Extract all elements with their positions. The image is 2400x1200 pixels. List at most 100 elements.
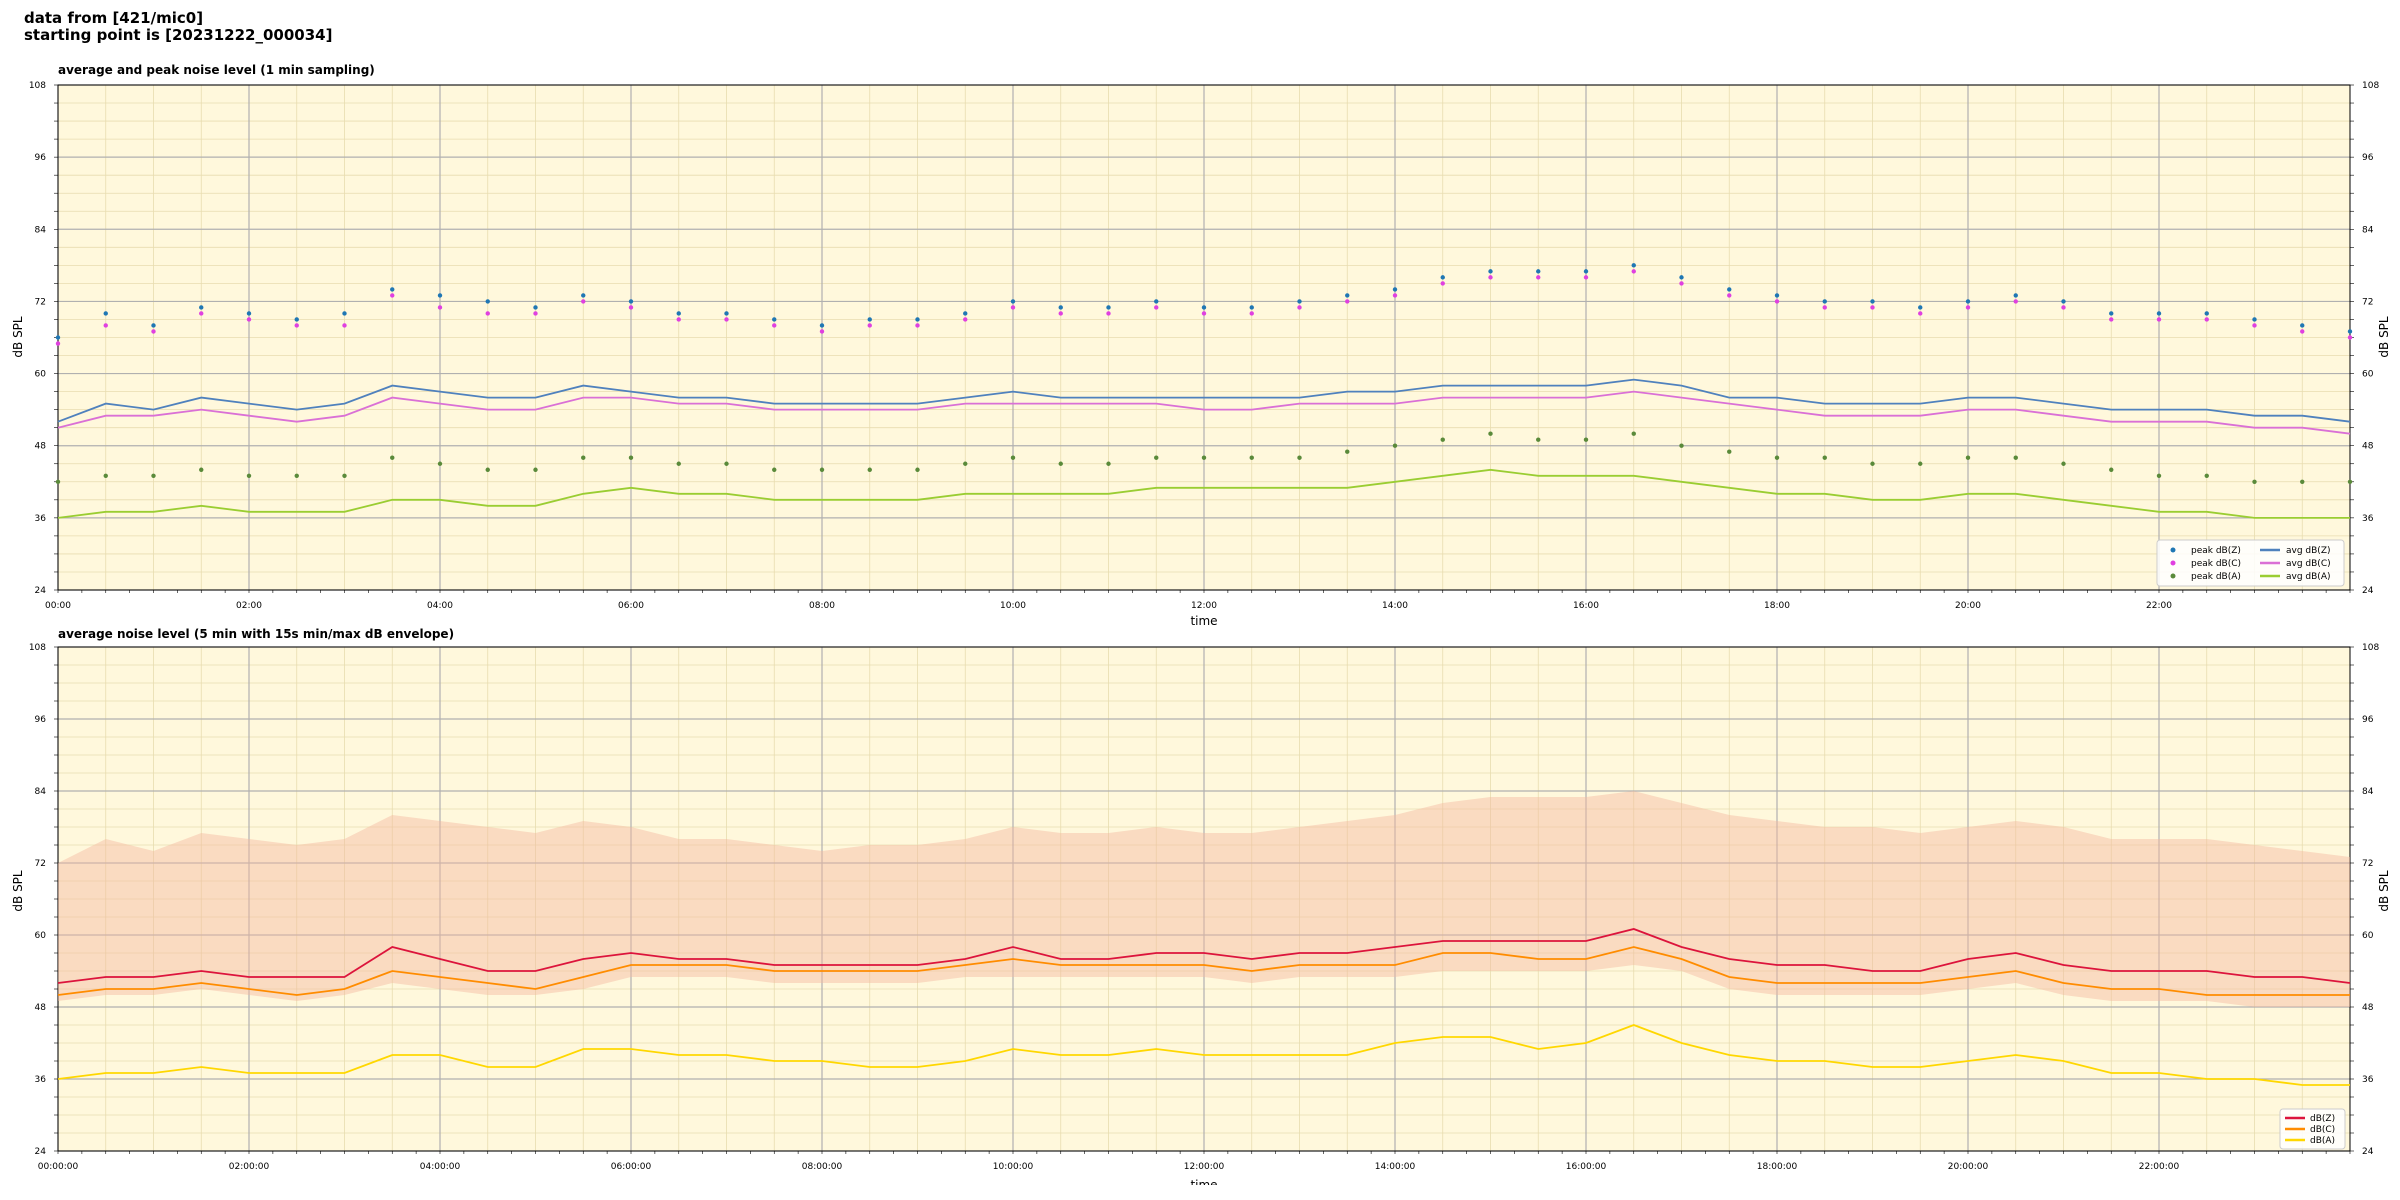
y-axis-label-right: dB SPL [2377,870,2391,912]
peak-point [1679,281,1684,286]
y-tick-label: 96 [2362,153,2374,163]
y-tick-label: 24 [35,586,47,596]
legend-label: dB(Z) [2310,1114,2335,1124]
peak-point [628,455,634,460]
peak-point [1345,293,1350,298]
y-tick-label: 48 [35,1003,47,1013]
peak-point [199,467,204,472]
peak-point [581,299,586,304]
peak-point [246,317,252,322]
x-tick-label: 08:00:00 [802,1162,843,1172]
series-line [57,928,2351,984]
peak-point [1392,443,1398,448]
peak-point [55,479,61,484]
peak-point [1106,461,1111,466]
peak-point [437,461,443,466]
peak-point [246,473,252,478]
peak-point [2252,317,2257,322]
peak-point [2204,311,2209,316]
peak-point [2013,299,2018,304]
peak-point [1536,275,1541,280]
peak-point [2061,299,2066,304]
peak-average-chart: average and peak noise level (1 min samp… [11,63,2391,628]
peak-point [1965,305,1971,310]
peak-point [294,323,299,328]
legend-marker [2170,547,2176,553]
series-line [57,1024,2350,1086]
peak-point [2013,293,2018,298]
peak-point [1822,305,1827,310]
x-tick-label: 12:00:00 [1184,1162,1225,1172]
report-header: data from [421/mic0] starting point is [… [24,10,332,44]
peak-point [1058,461,1063,466]
series-line [57,468,2350,519]
peak-point [1774,455,1780,460]
peak-point [1297,299,1302,304]
y-tick-label: 108 [2362,643,2379,653]
x-tick-label: 14:00:00 [1375,1162,1416,1172]
y-tick-label: 108 [29,643,46,653]
legend-label: dB(C) [2310,1125,2335,1135]
peak-point [1249,311,1254,316]
peak-point [1440,281,1445,286]
peak-point [2347,329,2353,334]
peak-point [724,461,729,466]
peak-point [1631,269,1636,274]
x-axis-label: time [1190,614,1217,628]
peak-point [1249,305,1254,310]
x-tick-label: 10:00:00 [993,1162,1034,1172]
peak-point [724,317,729,322]
x-tick-label: 20:00:00 [1948,1162,1989,1172]
series-line [57,378,2351,423]
peak-point [2347,479,2353,484]
peak-point [294,317,299,322]
peak-point [55,335,61,340]
peak-point [1679,275,1684,280]
peak-point [1488,431,1493,436]
peak-point [1106,311,1111,316]
y-axis-label-left: dB SPL [11,870,25,912]
peak-point [581,455,586,460]
y-tick-label: 48 [2362,442,2374,452]
peak-point [1392,293,1398,298]
peak-point [1727,287,1732,292]
peak-point [1965,299,1971,304]
peak-point [1488,269,1493,274]
peak-point [1631,263,1636,268]
series-line [57,390,2351,435]
peak-point [2109,467,2114,472]
y-tick-label: 96 [2362,715,2374,725]
peak-point [628,299,634,304]
peak-point [1058,311,1063,316]
legend-box [2156,539,2345,587]
peak-point [485,299,490,304]
x-tick-label: 06:00 [618,601,644,611]
legend-marker [2170,573,2176,579]
x-tick-label: 00:00 [45,601,71,611]
peak-point [2156,473,2162,478]
peak-point [1392,287,1398,292]
chart-title: average noise level (5 min with 15s min/… [58,627,454,641]
peak-point [1583,437,1589,442]
peak-point [628,305,634,310]
peak-point [2347,335,2353,340]
y-tick-label: 96 [35,715,47,725]
peak-point [772,317,777,322]
peak-point [1010,305,1016,310]
peak-point [963,311,968,316]
x-tick-label: 12:00 [1191,601,1217,611]
peak-point [724,311,729,316]
peak-point [867,467,872,472]
peak-point [1918,461,1923,466]
data-source-line: data from [421/mic0] [24,9,204,27]
peak-point [2300,329,2305,334]
peak-point [819,329,825,334]
envelope-chart: average noise level (5 min with 15s min/… [11,627,2391,1185]
y-tick-label: 60 [2362,931,2374,941]
peak-point [1440,437,1445,442]
peak-point [390,293,395,298]
peak-point [915,317,920,322]
peak-point [533,311,538,316]
x-axis-label: time [1190,1178,1217,1185]
x-tick-label: 22:00:00 [2139,1162,2180,1172]
